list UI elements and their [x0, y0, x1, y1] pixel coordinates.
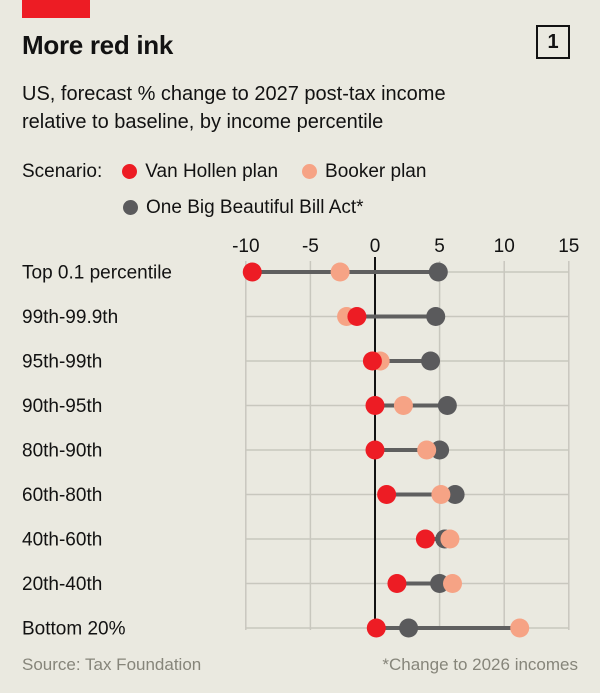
- legend-item-label: Van Hollen plan: [145, 160, 279, 182]
- x-tick-label: -5: [302, 236, 319, 257]
- legend-item-obbba: One Big Beautiful Bill Act*: [123, 197, 364, 219]
- van-hollen-plan-dot: [242, 262, 262, 282]
- subtitle-line-1: US, forecast % change to 2027 post-tax i…: [22, 83, 446, 105]
- van-hollen-plan-dot: [366, 618, 386, 638]
- footer: Source: Tax Foundation *Change to 2026 i…: [22, 653, 578, 677]
- legend-item-label: One Big Beautiful Bill Act*: [146, 196, 364, 218]
- row-label: 90th-95th: [22, 396, 102, 417]
- booker-dot-icon: [302, 164, 318, 179]
- x-tick-label: 5: [434, 236, 445, 257]
- booker-plan-dot: [510, 618, 530, 638]
- chart-area: -10 -5 0 5 10 15 Top 0.1 percentile 99th-99.9th…: [0, 225, 600, 645]
- row-label: Bottom 20%: [22, 619, 126, 640]
- booker-plan-dot: [330, 262, 350, 282]
- legend: Scenario: Van Hollen plan Booker plan On…: [22, 158, 426, 230]
- one-big-beautiful-bill-act-dot: [421, 351, 441, 371]
- obbba-dot-icon: [123, 200, 138, 215]
- row-label: 20th-40th: [22, 574, 102, 595]
- figure-number-badge: 1: [536, 25, 570, 59]
- legend-row-1: Scenario: Van Hollen plan Booker plan: [22, 158, 426, 185]
- van-hollen-plan-dot: [377, 485, 397, 504]
- row-label: Top 0.1 percentile: [22, 263, 172, 284]
- one-big-beautiful-bill-act-dot: [437, 396, 457, 415]
- legend-item-label: Booker plan: [325, 160, 427, 182]
- van-hollen-dot-icon: [122, 164, 138, 179]
- subtitle-line-2: relative to baseline, by income percenti…: [22, 111, 384, 133]
- row-label: 60th-80th: [22, 485, 102, 506]
- row-label: 80th-90th: [22, 441, 102, 462]
- van-hollen-plan-dot: [365, 440, 385, 460]
- figure-number: 1: [547, 30, 559, 53]
- source-note: Source: Tax Foundation: [22, 655, 202, 674]
- van-hollen-plan-dot: [347, 307, 367, 326]
- one-big-beautiful-bill-act-dot: [399, 618, 419, 638]
- van-hollen-plan-dot: [387, 574, 407, 593]
- legend-label: Scenario:: [22, 160, 103, 182]
- legend-item-booker: Booker plan: [302, 161, 426, 183]
- dumbbell-chart: -10 -5 0 5 10 15 Top 0.1 percentile 99th-99.9th…: [22, 236, 579, 640]
- legend-row-2: One Big Beautiful Bill Act*: [123, 194, 426, 221]
- booker-plan-dot: [443, 574, 463, 593]
- red-tab-accent: [22, 0, 90, 18]
- x-tick-label: -10: [232, 236, 259, 257]
- one-big-beautiful-bill-act-dot: [426, 307, 446, 326]
- one-big-beautiful-bill-act-dot: [445, 485, 465, 504]
- booker-plan-dot: [393, 396, 413, 415]
- van-hollen-plan-dot: [415, 529, 435, 549]
- legend-item-van-hollen: Van Hollen plan: [122, 161, 278, 183]
- booker-plan-dot: [431, 485, 451, 504]
- page-title: More red ink: [22, 30, 173, 60]
- x-tick-label: 10: [494, 236, 515, 257]
- booker-plan-dot: [440, 529, 460, 549]
- van-hollen-plan-dot: [365, 396, 385, 415]
- x-tick-label: 15: [558, 236, 579, 257]
- x-tick-label: 0: [370, 236, 381, 257]
- one-big-beautiful-bill-act-dot: [428, 262, 448, 282]
- van-hollen-plan-dot: [362, 351, 382, 371]
- row-label: 40th-60th: [22, 530, 102, 551]
- row-label: 95th-99th: [22, 352, 102, 373]
- row-label: 99th-99.9th: [22, 307, 118, 328]
- booker-plan-dot: [417, 440, 437, 460]
- chart-subtitle: US, forecast % change to 2027 post-tax i…: [22, 80, 582, 136]
- footnote: *Change to 2026 incomes: [382, 655, 578, 674]
